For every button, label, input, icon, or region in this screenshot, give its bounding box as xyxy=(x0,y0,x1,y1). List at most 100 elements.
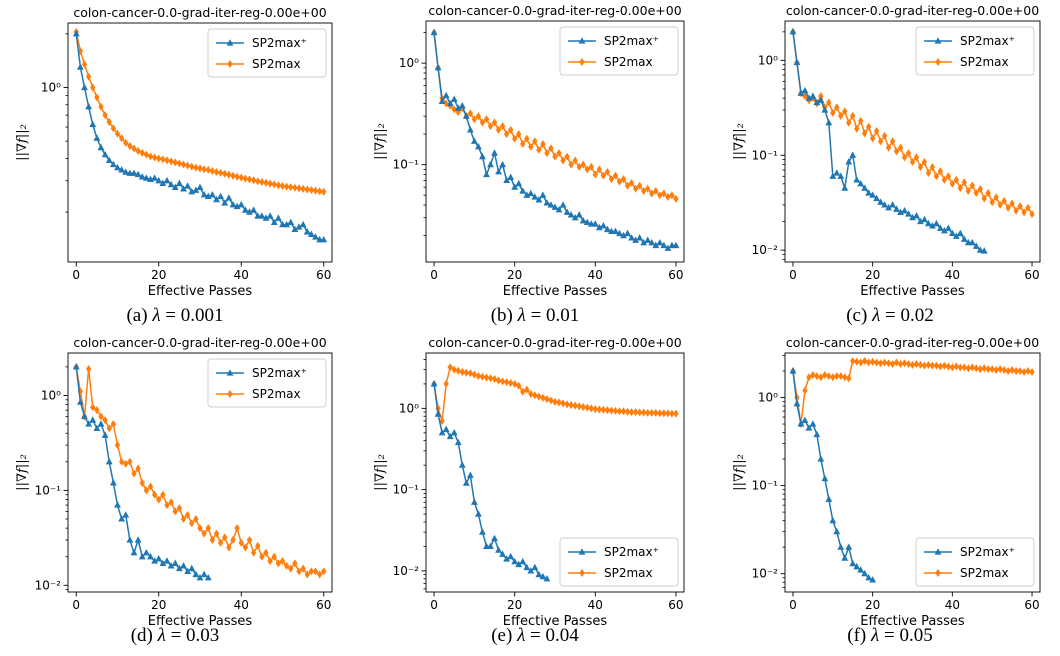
data-point-diamond xyxy=(669,191,675,200)
data-point-diamond xyxy=(471,115,478,124)
caption-prefix: (e) xyxy=(491,625,518,646)
data-point-triangle xyxy=(809,92,817,99)
data-point-diamond xyxy=(861,356,868,365)
data-point-triangle xyxy=(503,176,511,183)
data-point-diamond xyxy=(628,178,635,187)
legend-label: SP2max⁺ xyxy=(960,545,1015,559)
data-point-triangle xyxy=(188,564,196,572)
data-point-diamond xyxy=(193,514,199,523)
data-point-triangle xyxy=(905,210,912,217)
data-point-diamond xyxy=(267,179,273,188)
legend-box xyxy=(559,26,679,76)
subfigure-caption: (c) λ = 0.02 xyxy=(810,305,970,327)
data-point-diamond xyxy=(957,184,964,193)
data-point-diamond xyxy=(495,376,502,385)
data-point-triangle xyxy=(841,554,849,561)
data-point-diamond xyxy=(184,161,191,170)
data-point-diamond xyxy=(858,358,864,367)
x-tick-label: 60 xyxy=(316,268,331,282)
data-point-triangle xyxy=(171,559,179,567)
data-point-diamond xyxy=(985,365,991,374)
data-point-diamond xyxy=(665,409,671,418)
data-point-diamond xyxy=(794,393,800,402)
data-point-diamond xyxy=(969,181,975,190)
data-point-diamond xyxy=(945,172,952,181)
data-point-diamond xyxy=(913,360,920,369)
data-point-diamond xyxy=(937,167,944,176)
plot-area xyxy=(789,27,1035,254)
data-point-triangle xyxy=(837,172,845,179)
data-point-diamond xyxy=(143,486,150,495)
x-tick-label: 40 xyxy=(234,598,249,612)
data-point-triangle xyxy=(204,573,212,581)
data-point-diamond xyxy=(917,163,924,172)
data-point-diamond xyxy=(516,381,522,390)
data-point-diamond xyxy=(1005,366,1011,375)
data-point-diamond xyxy=(288,183,294,192)
data-point-diamond xyxy=(556,398,562,407)
data-point-diamond xyxy=(854,124,860,133)
data-point-diamond xyxy=(439,416,445,425)
data-point-triangle xyxy=(980,247,988,254)
data-point-diamond xyxy=(548,144,554,153)
data-point-diamond xyxy=(600,405,607,414)
data-point-diamond xyxy=(102,111,108,120)
y-tick-label: 10⁻¹ xyxy=(752,479,779,493)
data-point-diamond xyxy=(993,366,999,375)
data-point-diamond xyxy=(238,173,244,182)
x-tick-label: 20 xyxy=(507,598,522,612)
data-point-diamond xyxy=(279,557,286,566)
data-point-triangle xyxy=(793,58,801,66)
y-tick-label: 10⁻¹ xyxy=(35,483,62,497)
data-point-triangle xyxy=(652,241,660,249)
caption-prefix: (a) xyxy=(126,305,153,326)
data-point-triangle xyxy=(881,201,889,208)
data-point-triangle xyxy=(801,86,809,94)
data-point-triangle xyxy=(262,214,270,221)
data-point-triangle xyxy=(303,228,311,235)
data-point-triangle xyxy=(101,431,109,438)
data-point-diamond xyxy=(580,402,586,411)
data-point-triangle xyxy=(535,570,543,578)
data-point-diamond xyxy=(937,362,944,371)
data-point-triangle xyxy=(307,230,315,237)
chart-svg: colon-cancer-0.0-grad-iter-reg-0.00e+00 1… xyxy=(15,5,333,299)
data-point-triangle xyxy=(217,192,225,199)
data-point-triangle xyxy=(972,242,980,249)
data-point-diamond xyxy=(893,358,900,367)
data-point-diamond xyxy=(576,402,582,411)
data-point-diamond xyxy=(98,102,104,111)
data-point-triangle xyxy=(632,236,640,243)
legend-label: SP2max⁺ xyxy=(252,366,307,380)
data-point-diamond xyxy=(873,358,880,367)
data-point-diamond xyxy=(806,373,812,382)
x-tick-label: 0 xyxy=(72,268,80,282)
data-point-diamond xyxy=(1025,366,1031,375)
data-point-triangle xyxy=(563,208,571,215)
data-point-diamond xyxy=(552,397,558,406)
data-point-triangle xyxy=(295,223,303,230)
data-point-triangle xyxy=(237,200,245,208)
data-point-triangle xyxy=(845,543,853,550)
data-point-diamond xyxy=(985,189,991,198)
data-point-diamond xyxy=(213,529,220,538)
data-point-triangle xyxy=(656,239,664,246)
data-point-diamond xyxy=(106,118,112,127)
data-point-diamond xyxy=(1001,196,1007,205)
data-point-diamond xyxy=(487,122,494,131)
data-point-diamond xyxy=(901,359,908,368)
data-point-diamond xyxy=(616,177,623,186)
data-point-triangle xyxy=(499,550,506,557)
data-point-diamond xyxy=(540,139,546,148)
legend-marker-triangle xyxy=(226,39,234,46)
legend: SP2max⁺ SP2max xyxy=(207,28,327,78)
legend-label: SP2max xyxy=(252,387,301,401)
data-point-diamond xyxy=(640,408,647,417)
data-point-diamond xyxy=(544,395,550,404)
data-point-triangle xyxy=(134,536,142,543)
data-point-diamond xyxy=(102,416,108,425)
caption-prefix: (b) xyxy=(490,305,518,326)
x-tick-label: 20 xyxy=(151,268,166,282)
data-point-diamond xyxy=(205,524,211,533)
data-point-triangle xyxy=(97,420,105,427)
